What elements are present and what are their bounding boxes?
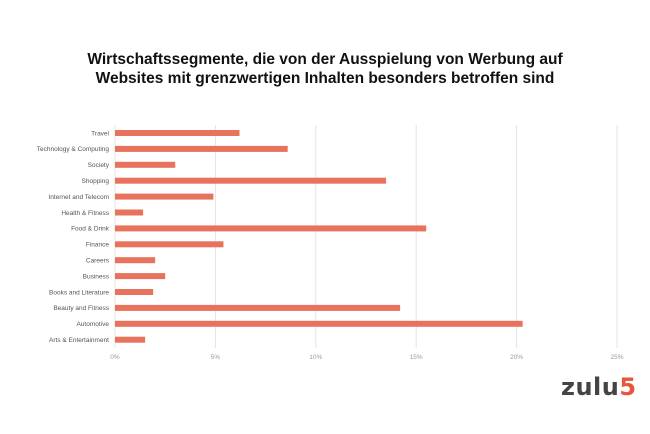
chart-title: Wirtschaftssegmente, die von der Ausspie… (0, 50, 650, 88)
bar (115, 241, 224, 248)
bar (115, 177, 387, 184)
category-label: Travel (91, 130, 109, 137)
category-label: Internet and Telecom (48, 194, 109, 201)
x-axis-labels: 0% 5% 10% 15% 20% 25% (110, 354, 623, 361)
category-label: Finance (86, 242, 110, 249)
category-label: Books and Literature (49, 289, 109, 296)
bar (115, 336, 146, 343)
logo-number: 5 (619, 373, 637, 401)
category-label: Technology & Computing (37, 146, 110, 153)
chart-title-line-2: Websites mit grenzwertigen Inhalten beso… (95, 70, 555, 87)
x-tick-label: 10% (309, 354, 322, 361)
category-label: Food & Drink (71, 226, 110, 233)
x-tick-label: 15% (410, 354, 423, 361)
category-label: Automotive (76, 321, 109, 328)
bar (115, 225, 427, 232)
bar (115, 304, 401, 311)
category-label: Careers (86, 258, 110, 265)
bar (115, 161, 176, 168)
category-label: Arts & Entertainment (49, 337, 109, 344)
x-tick-label: 5% (211, 354, 221, 361)
category-label: Society (88, 162, 110, 169)
x-tick-label: 25% (610, 354, 623, 361)
logo-word: zulu (561, 373, 620, 401)
bar (115, 273, 166, 280)
x-tick-label: 20% (510, 354, 523, 361)
zulu5-logo: zulu5 (561, 373, 637, 401)
bar (115, 193, 214, 200)
category-label: Business (83, 273, 110, 280)
category-label: Health & Fitness (61, 210, 109, 217)
bar (115, 209, 144, 216)
category-label: Shopping (82, 178, 110, 185)
bar (115, 257, 156, 264)
bar (115, 130, 240, 136)
bar (115, 145, 288, 152)
bars (115, 130, 523, 343)
category-labels: Travel Technology & Computing Society Shopp… (37, 130, 110, 344)
bar (115, 320, 523, 327)
grid-lines (114, 125, 618, 348)
category-label: Beauty and Fitness (53, 305, 109, 312)
x-tick-label: 0% (110, 354, 120, 361)
chart-title-line-1: Wirtschaftssegmente, die von der Ausspie… (87, 51, 563, 68)
bar (115, 289, 154, 295)
